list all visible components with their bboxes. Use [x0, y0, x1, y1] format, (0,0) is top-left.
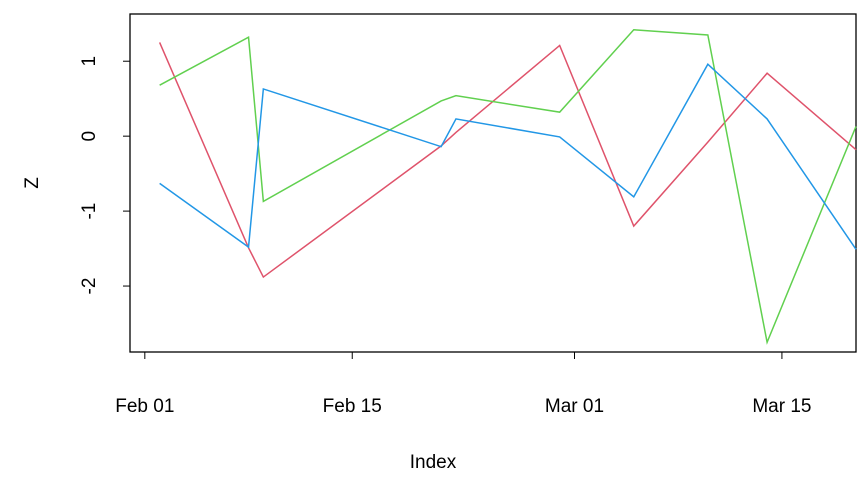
x-tick-label: Feb 15 [323, 396, 382, 417]
data-line [159, 28, 857, 345]
x-tick-label: Feb 01 [115, 396, 174, 417]
y-tick-label: 0 [79, 131, 100, 142]
y-tick-label: -2 [79, 278, 100, 295]
y-tick-label: 1 [79, 56, 100, 67]
y-tick-label: -1 [79, 203, 100, 220]
data-line [159, 63, 857, 250]
x-tick-label: Mar 15 [752, 396, 811, 417]
y-axis-label: Z [22, 177, 43, 189]
data-line [158, 42, 857, 279]
x-axis-label: Index [410, 452, 457, 473]
x-tick-label: Mar 01 [545, 396, 604, 417]
plot-frame [129, 13, 857, 353]
